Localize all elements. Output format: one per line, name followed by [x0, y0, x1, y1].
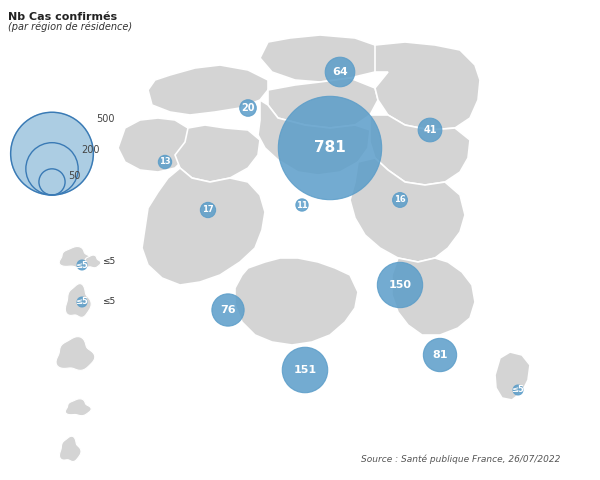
Text: 16: 16 — [394, 195, 406, 204]
Circle shape — [325, 57, 355, 87]
Text: ≤5: ≤5 — [76, 261, 88, 269]
Text: 76: 76 — [220, 305, 236, 315]
Polygon shape — [235, 258, 358, 345]
Text: 13: 13 — [159, 157, 171, 167]
Circle shape — [212, 294, 244, 326]
Text: 64: 64 — [332, 67, 348, 77]
Circle shape — [296, 199, 308, 211]
Text: 20: 20 — [241, 103, 255, 113]
Polygon shape — [83, 255, 101, 268]
Polygon shape — [65, 284, 91, 317]
Polygon shape — [258, 100, 370, 175]
Circle shape — [424, 338, 457, 372]
Polygon shape — [56, 336, 95, 371]
Polygon shape — [59, 247, 92, 268]
Circle shape — [77, 260, 87, 270]
Polygon shape — [65, 399, 91, 416]
Circle shape — [377, 263, 422, 308]
Text: 17: 17 — [202, 205, 214, 215]
Text: 151: 151 — [293, 365, 317, 375]
Text: Nb Cas confirmés: Nb Cas confirmés — [8, 12, 117, 22]
Circle shape — [200, 203, 215, 217]
Text: (par région de résidence): (par région de résidence) — [8, 22, 132, 33]
Polygon shape — [175, 125, 260, 182]
Polygon shape — [268, 78, 378, 128]
Circle shape — [513, 385, 523, 395]
Circle shape — [11, 112, 94, 195]
Circle shape — [278, 96, 382, 200]
Text: 150: 150 — [389, 280, 412, 290]
Polygon shape — [59, 436, 81, 462]
Polygon shape — [495, 352, 530, 400]
Polygon shape — [142, 168, 265, 285]
Circle shape — [77, 297, 87, 307]
Polygon shape — [375, 42, 480, 130]
Polygon shape — [148, 65, 268, 115]
Text: 81: 81 — [432, 350, 448, 360]
Polygon shape — [370, 115, 470, 185]
Text: ≤5: ≤5 — [76, 298, 88, 307]
Text: ≤5: ≤5 — [102, 257, 115, 266]
Text: 500: 500 — [97, 114, 115, 124]
Polygon shape — [392, 258, 475, 335]
Text: 41: 41 — [423, 125, 437, 135]
Circle shape — [240, 100, 256, 116]
Text: 11: 11 — [296, 201, 308, 209]
Polygon shape — [118, 118, 192, 172]
Text: Source : Santé publique France, 26/07/2022: Source : Santé publique France, 26/07/20… — [361, 455, 560, 464]
Circle shape — [158, 156, 172, 168]
Text: ≤5: ≤5 — [102, 298, 115, 307]
Text: 781: 781 — [314, 141, 346, 156]
Circle shape — [392, 192, 407, 207]
Polygon shape — [260, 35, 388, 82]
Text: 50: 50 — [68, 171, 80, 181]
Circle shape — [418, 118, 442, 142]
Text: 200: 200 — [81, 144, 100, 155]
Polygon shape — [350, 158, 465, 262]
Text: ≤5: ≤5 — [512, 385, 524, 395]
Circle shape — [282, 347, 328, 393]
